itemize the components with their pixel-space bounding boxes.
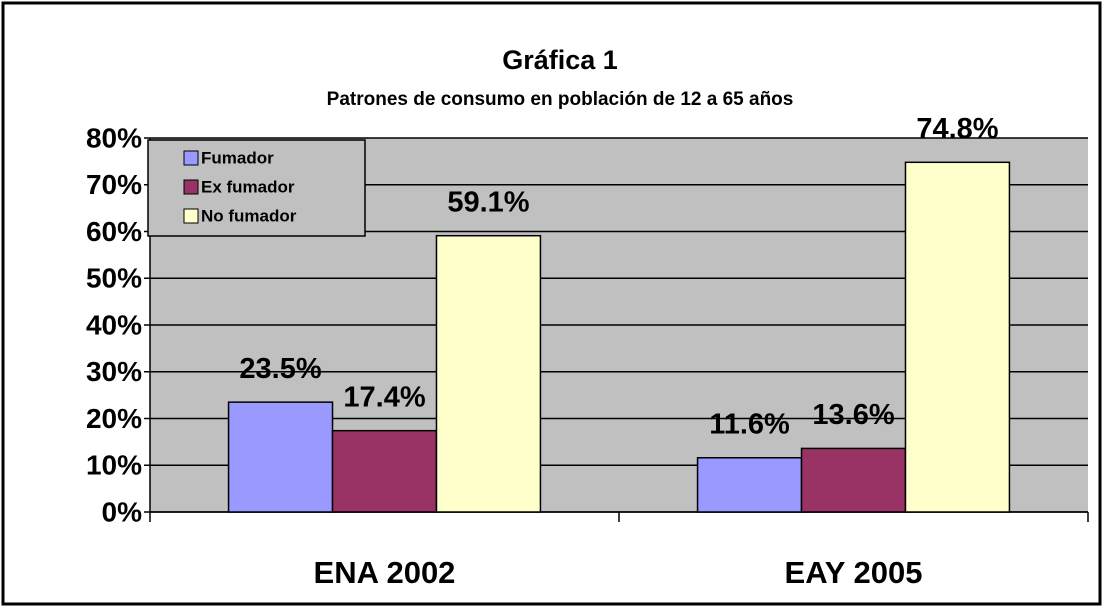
legend-label: Ex fumador bbox=[201, 177, 295, 196]
bar bbox=[904, 161, 1011, 513]
y-tick-label: 20% bbox=[86, 403, 142, 434]
y-tick-label: 60% bbox=[86, 216, 142, 247]
value-label: 11.6% bbox=[709, 408, 790, 440]
chart-subtitle: Patrones de consumo en población de 12 a… bbox=[327, 89, 794, 110]
y-tick-label: 70% bbox=[86, 169, 142, 200]
x-tick-label: EAY 2005 bbox=[785, 555, 923, 590]
value-label: 17.4% bbox=[343, 381, 425, 413]
value-label: 13.6% bbox=[812, 399, 894, 431]
value-label: 59.1% bbox=[447, 186, 529, 218]
y-tick-label: 10% bbox=[86, 450, 142, 481]
legend-label: Fumador bbox=[201, 148, 274, 167]
y-tick-label: 50% bbox=[86, 263, 142, 294]
y-tick-label: 40% bbox=[86, 309, 142, 340]
bar bbox=[800, 447, 907, 513]
chart-title: Gráfica 1 bbox=[502, 45, 618, 75]
legend-swatch bbox=[183, 208, 199, 224]
bar bbox=[435, 234, 542, 513]
value-label: 74.8% bbox=[916, 113, 998, 145]
y-tick-label: 30% bbox=[86, 356, 142, 387]
bar bbox=[696, 457, 803, 513]
legend-swatch bbox=[183, 150, 199, 166]
bar bbox=[227, 401, 334, 513]
value-label: 23.5% bbox=[239, 353, 321, 385]
legend-swatch bbox=[183, 179, 199, 195]
legend-label: No fumador bbox=[201, 206, 297, 225]
y-tick-label: 80% bbox=[86, 122, 142, 153]
x-tick-label: ENA 2002 bbox=[314, 555, 456, 590]
y-tick-label: 0% bbox=[102, 496, 143, 527]
bar bbox=[331, 429, 438, 513]
